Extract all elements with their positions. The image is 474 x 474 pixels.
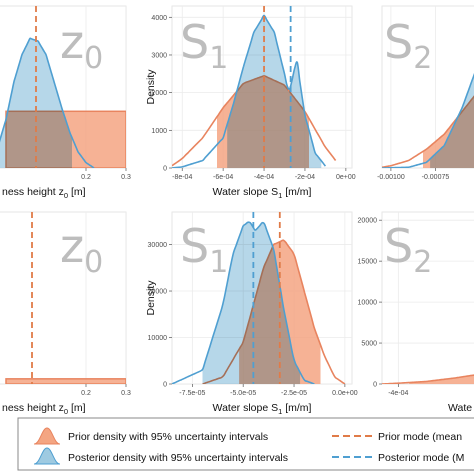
- panel-background: [381, 211, 474, 385]
- panel-plot-area: [172, 212, 352, 384]
- x-tick-label: -6e-04: [213, 174, 233, 181]
- panel-watermark: S2: [384, 219, 432, 280]
- panel-plot-area: [0, 6, 126, 168]
- x-axis-label: Water slope S1 [m/m]: [213, 186, 312, 200]
- x-axis-label: Wate: [448, 402, 472, 414]
- legend-posterior-density-key: [33, 447, 61, 465]
- y-tick-label: 5000: [361, 341, 377, 348]
- x-tick-label: -0.00100: [377, 174, 405, 181]
- panel-watermark: S1: [180, 15, 228, 76]
- x-axis-label: ness height z0 [m]: [2, 186, 86, 200]
- legend-posterior-density-label: Posterior density with 95% uncertainty i…: [68, 452, 288, 464]
- x-axis-label: Water slope S1 [m/m]: [213, 402, 312, 416]
- panel-plot-area: [5, 212, 126, 384]
- x-tick-label: -2e-04: [295, 174, 315, 181]
- x-axis-label-tail: [m/m]: [282, 186, 311, 198]
- legend-posterior-mode-label: Posterior mode (M: [378, 452, 464, 464]
- panel-plot-area: [382, 6, 474, 168]
- x-tick-label: -8e-04: [172, 174, 192, 181]
- panel-background: [0, 211, 127, 385]
- x-axis-label: ness height z0 [m]: [2, 402, 86, 416]
- posterior-ci-area: [430, 75, 474, 168]
- legend-prior-density-key: [33, 427, 61, 445]
- legend: Prior density with 95% uncertainty inter…: [17, 417, 474, 471]
- y-tick-label: 10000: [148, 335, 168, 342]
- y-tick-label: 10000: [358, 300, 378, 307]
- x-axis-label-tail: [m]: [68, 402, 86, 414]
- x-tick-label: -4e-04: [388, 390, 408, 397]
- y-tick-label: 2000: [151, 90, 167, 97]
- posterior-density-line: [172, 221, 315, 384]
- x-axis-label-tail: [m]: [68, 186, 86, 198]
- y-tick-label: 20000: [148, 289, 168, 296]
- y-tick-label: 3000: [151, 52, 167, 59]
- panel-top-right: S2-0.00100 -0.00075: [377, 5, 474, 181]
- x-tick-label: -2.5e-05: [281, 390, 307, 397]
- panel-watermark-subscript: 2: [413, 245, 432, 280]
- y-tick-label: 0: [163, 382, 167, 389]
- panel-watermark-subscript: 0: [84, 41, 103, 76]
- x-tick-label: -0.00075: [422, 174, 450, 181]
- x-tick-label: 0.2: [81, 390, 91, 397]
- legend-prior-density-label: Prior density with 95% uncertainty inter…: [68, 431, 268, 443]
- x-axis-label-subscript: 0: [64, 191, 68, 200]
- panel-top-mid: S1 -8e-04 -6e-04 -4e-04 -2e-04 0e+00 0 1000 2000…: [145, 5, 356, 200]
- posterior-density-line: [382, 72, 474, 168]
- x-axis-label-tail: [m/m]: [282, 402, 311, 414]
- posterior-density-line: [0, 37, 95, 168]
- y-tick-label: 15000: [358, 259, 378, 266]
- panel-bottom-right: S2 -4e-04 0 5000 10000 15000 20000 Wate: [358, 211, 474, 414]
- x-tick-label: -5.0e-05: [230, 390, 256, 397]
- x-axis-label-subscript: 0: [64, 407, 68, 416]
- x-axis-label-subscript: 1: [278, 191, 282, 200]
- y-axis-label: Density: [145, 69, 157, 105]
- panel-watermark-subscript: 1: [209, 41, 228, 76]
- x-axis-label-subscript: 1: [278, 407, 282, 416]
- y-tick-label: 4000: [151, 15, 167, 22]
- panel-bottom-mid: S1-7.5e-05 -5.0e-05 -2.5e-05 0.0e+000100002…: [145, 211, 358, 416]
- x-tick-label: -4e-04: [254, 174, 274, 181]
- x-tick-label: 0.0e+00: [332, 390, 358, 397]
- x-tick-label: 0e+00: [336, 174, 356, 181]
- y-tick-label: 1000: [151, 128, 167, 135]
- y-tick-label: 20000: [358, 218, 378, 225]
- y-tick-label: 0: [163, 166, 167, 173]
- x-tick-label: 0.3: [121, 174, 131, 181]
- panel-plot-area: [172, 6, 352, 168]
- legend-prior-mode-label: Prior mode (mean: [378, 431, 462, 443]
- x-tick-label: 0.3: [121, 390, 131, 397]
- panel-plot-area: [382, 212, 474, 384]
- posterior-density-line: [172, 14, 327, 168]
- prior-density-line: [382, 374, 474, 384]
- panel-watermark-subscript: 2: [413, 41, 432, 76]
- y-tick-label: 0: [373, 382, 377, 389]
- prior-density-area: [5, 378, 126, 384]
- panel-watermark-subscript: 0: [84, 245, 103, 280]
- x-tick-label: -7.5e-05: [179, 390, 205, 397]
- posterior-ci-area: [227, 16, 322, 168]
- legend-box: [17, 417, 474, 471]
- x-tick-label: 0.2: [81, 174, 91, 181]
- y-tick-label: 30000: [148, 242, 168, 249]
- y-axis-label: Density: [145, 280, 157, 316]
- panel-watermark-subscript: 1: [209, 245, 228, 280]
